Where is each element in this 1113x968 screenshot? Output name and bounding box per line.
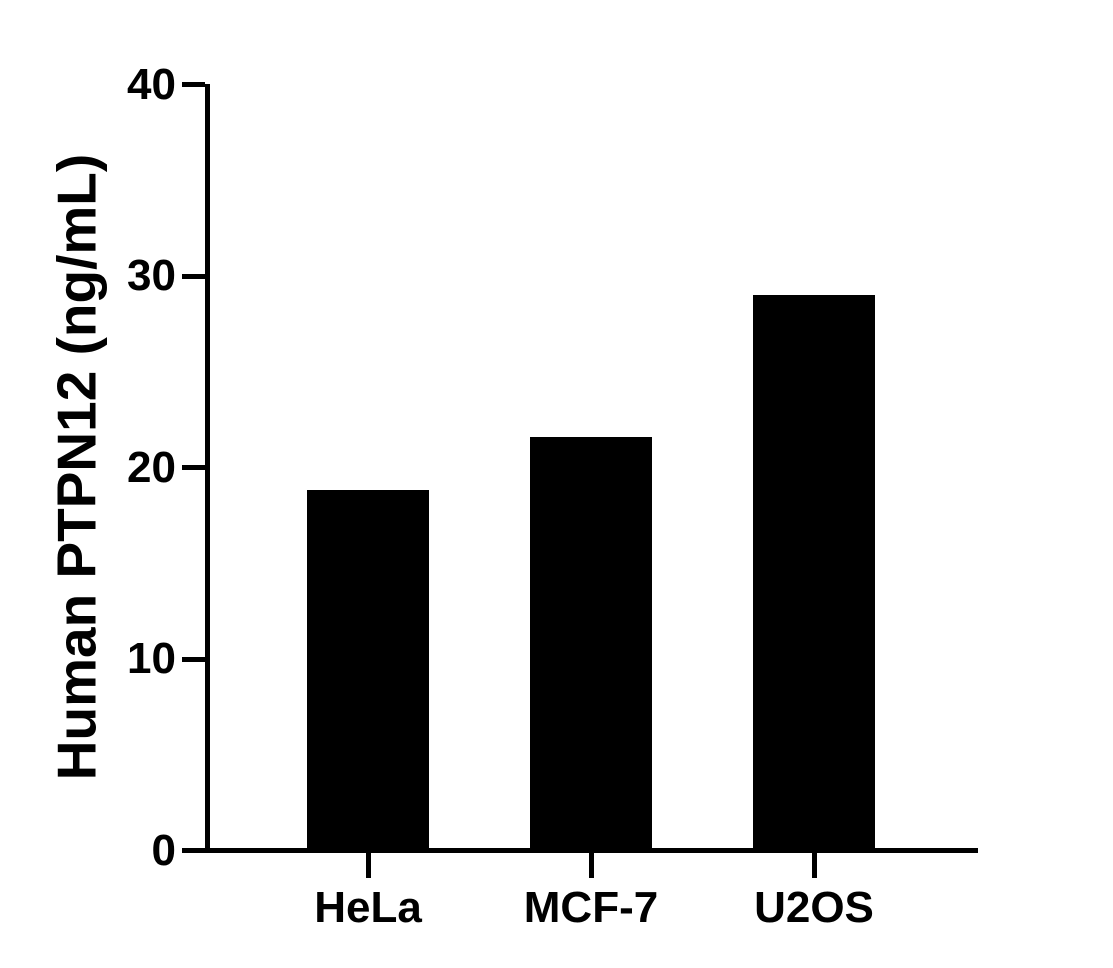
y-tick-label: 0 <box>151 825 176 875</box>
y-tick-mark <box>182 82 205 87</box>
y-tick-label: 30 <box>127 251 176 300</box>
x-axis-category-label: HeLa <box>314 883 422 932</box>
y-tick-label: 20 <box>127 442 176 492</box>
y-tick-label: 10 <box>127 634 176 683</box>
y-tick-mark <box>182 465 205 470</box>
y-tick-mark <box>182 273 205 279</box>
bar-hela <box>307 490 429 851</box>
y-tick-mark <box>182 848 205 853</box>
y-tick-mark <box>182 656 205 662</box>
x-axis-category-label: MCF-7 <box>523 883 659 932</box>
bar-mcf-7 <box>530 436 652 851</box>
bar-u2os <box>753 295 875 851</box>
y-tick-label: 40 <box>127 59 176 109</box>
y-axis-label: Human PTPN12 (ng/mL) <box>45 153 108 781</box>
x-tick-mark <box>365 853 371 878</box>
x-tick-mark <box>588 853 594 878</box>
x-tick-mark <box>811 853 817 878</box>
y-axis-line <box>205 84 210 853</box>
x-axis-category-label: U2OS <box>754 883 874 932</box>
